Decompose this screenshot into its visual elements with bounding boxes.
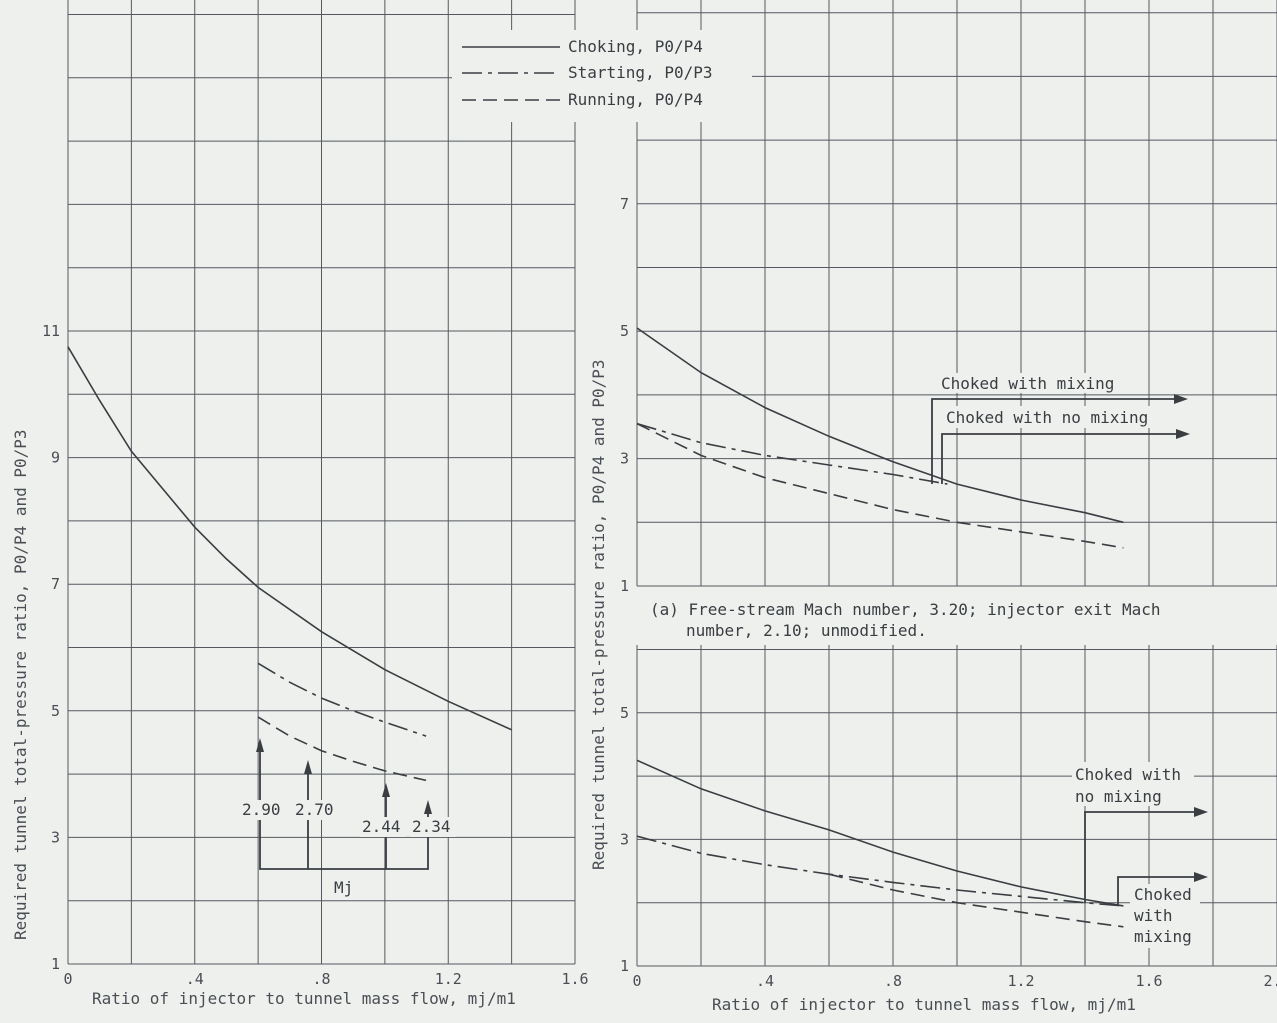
right-top-ytick-label: 3 <box>620 450 629 468</box>
mj-label-2-44: 2.44 <box>362 817 401 836</box>
right-bottom-xtick-label: 2.0 <box>1263 972 1277 990</box>
left-y-axis-title: Required tunnel total-pressure ratio, P0… <box>11 429 30 940</box>
choked-no-mixing-arrowhead <box>1176 429 1190 439</box>
rb-choked-mixing-arrowhead <box>1194 872 1208 882</box>
right-top-choking-curve <box>636 327 1124 524</box>
rb-choked-no-mixing-arrow-line <box>1084 811 1200 903</box>
left-xtick-label: 0 <box>63 970 72 988</box>
left-ytick-label: 5 <box>51 702 60 720</box>
right-bottom-xtick-label: .4 <box>756 972 774 990</box>
mj-label-2-90: 2.90 <box>242 800 281 819</box>
right-bottom-xtick-label: 0 <box>632 972 641 990</box>
right-bottom-ytick-label: 1 <box>620 957 629 975</box>
arrowhead-2-90 <box>256 738 264 752</box>
left-panel-grid <box>67 0 576 965</box>
right-bottom-running-curve <box>828 873 1124 928</box>
right-top-annotations: Choked with mixing Choked with no mixing <box>931 373 1190 484</box>
caption-a-line1: (a) Free-stream Mach number, 3.20; injec… <box>650 600 1161 619</box>
legend: Choking, P0/P4 Starting, P0/P3 Running, … <box>462 37 713 109</box>
right-top-ytick-label: 1 <box>620 577 629 595</box>
right-top-ytick-label: 5 <box>620 322 629 340</box>
left-starting-curve <box>257 662 427 737</box>
right-bottom-xtick-label: 1.2 <box>1007 972 1034 990</box>
rb-choked-no-mixing-line1: Choked with <box>1075 765 1181 784</box>
left-x-axis-title: Ratio of injector to tunnel mass flow, m… <box>92 989 516 1008</box>
left-running-curve <box>257 716 427 782</box>
mj-label-2-70: 2.70 <box>295 800 334 819</box>
mj-label-2-34: 2.34 <box>412 817 451 836</box>
right-top-running-curve <box>636 422 1124 549</box>
right-bottom-annotations: Choked with no mixing Choked with mixing <box>1072 762 1208 948</box>
mj-arrow-group: 2.90 2.70 2.44 2.34 Mj <box>240 738 456 897</box>
right-x-axis-title: Ratio of injector to tunnel mass flow, m… <box>712 995 1136 1014</box>
left-ytick-label: 11 <box>42 322 60 340</box>
left-xtick-label: .8 <box>312 970 330 988</box>
caption-background <box>640 594 1277 640</box>
caption-a-line2: number, 2.10; unmodified. <box>686 621 927 640</box>
legend-background <box>452 30 752 122</box>
left-ytick-label: 9 <box>51 449 60 467</box>
rb-choked-mixing-label: Choked with mixing <box>1134 885 1201 946</box>
right-bottom-xtick-label: .8 <box>884 972 902 990</box>
rb-choked-no-mixing-label: Choked with no mixing <box>1075 765 1191 806</box>
right-y-axis-title: Required tunnel total-pressure ratio, P0… <box>589 359 608 870</box>
arrowhead-2-70 <box>304 760 312 774</box>
legend-label-running: Running, P0/P4 <box>568 90 703 109</box>
right-bottom-ytick-label: 3 <box>620 830 629 848</box>
legend-label-choking: Choking, P0/P4 <box>568 37 703 56</box>
left-choking-curve <box>67 346 512 731</box>
data-curves <box>67 327 1124 928</box>
choked-no-mixing-label: Choked with no mixing <box>946 408 1148 427</box>
tick-labels: 1 3 5 7 9 11 0 .4 .8 1.2 1.6 1 3 5 7 1 3 5 0 .4 .8 1.2 1.6 2.0 <box>42 195 1277 990</box>
left-ytick-label: 7 <box>51 575 60 593</box>
rb-choked-mixing-line3: mixing <box>1134 927 1192 946</box>
arrowhead-2-34 <box>424 800 432 814</box>
rb-choked-mixing-arrow-line <box>1117 876 1200 906</box>
right-panel-grid <box>636 0 1277 967</box>
left-xtick-label: .4 <box>186 970 204 988</box>
choked-with-mixing-label: Choked with mixing <box>941 374 1114 393</box>
left-xtick-label: 1.2 <box>435 970 462 988</box>
rb-choked-mixing-line2: with <box>1134 906 1173 925</box>
rb-choked-mixing-line1: Choked <box>1134 885 1192 904</box>
right-bottom-xtick-label: 1.6 <box>1135 972 1162 990</box>
legend-label-starting: Starting, P0/P3 <box>568 63 713 82</box>
left-ytick-label: 3 <box>51 828 60 846</box>
arrowhead-2-44 <box>382 783 390 797</box>
right-bottom-choking-curve <box>636 759 1124 907</box>
rb-choked-no-mixing-arrowhead <box>1194 807 1208 817</box>
choked-mixing-arrowhead <box>1174 394 1188 404</box>
rb-choked-no-mixing-line2: no mixing <box>1075 787 1162 806</box>
right-top-starting-curve <box>636 422 948 485</box>
mj-label: Mj <box>334 878 353 897</box>
right-top-ytick-label: 7 <box>620 195 629 213</box>
right-bottom-ytick-label: 5 <box>620 704 629 722</box>
choked-mixing-arrow-line <box>931 398 1180 484</box>
choked-no-mixing-arrow-line <box>941 433 1182 484</box>
left-ytick-label: 1 <box>51 955 60 973</box>
left-xtick-label: 1.6 <box>561 970 588 988</box>
right-bottom-starting-curve <box>636 835 1124 907</box>
